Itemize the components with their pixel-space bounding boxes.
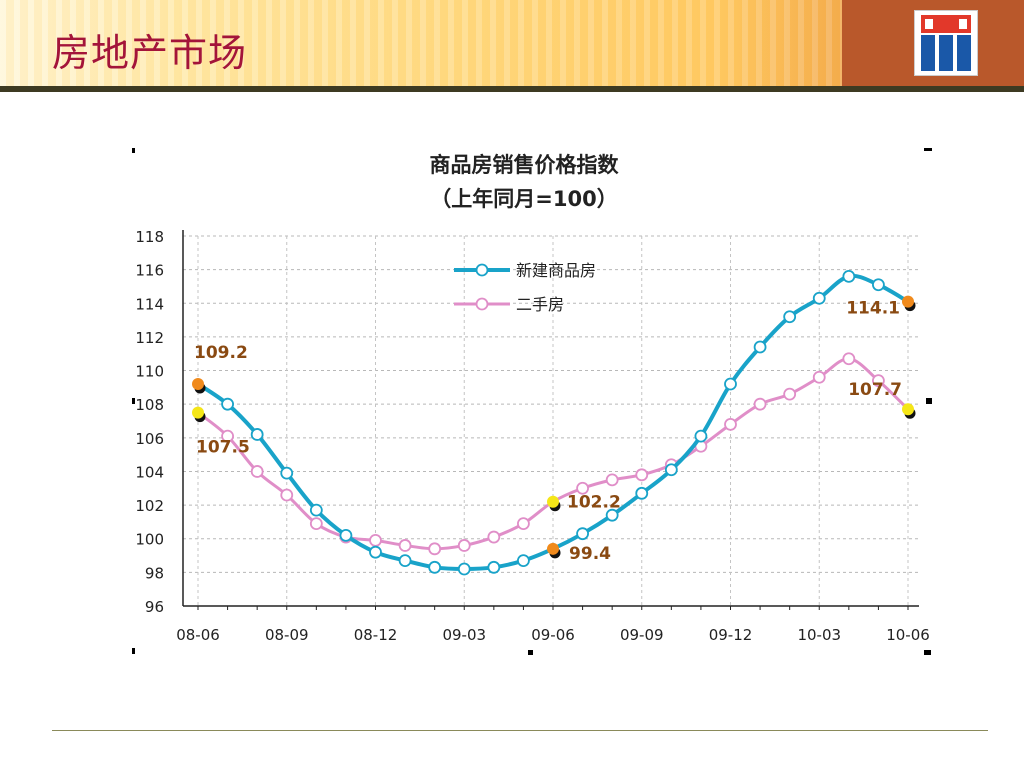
data-point bbox=[694, 429, 708, 443]
highlight-point bbox=[547, 542, 559, 555]
data-point bbox=[428, 542, 442, 556]
data-point bbox=[842, 269, 856, 283]
highlight-point bbox=[192, 378, 204, 390]
data-point bbox=[664, 463, 678, 477]
data-point bbox=[576, 481, 589, 495]
data-point bbox=[724, 377, 737, 391]
chart-subtitle: （上年同月=100） bbox=[430, 187, 617, 211]
x-tick-label: 08-12 bbox=[354, 626, 398, 644]
data-point bbox=[605, 508, 619, 522]
slide-title: 房地产市场 bbox=[52, 31, 248, 75]
data-label: 99.4 bbox=[569, 544, 611, 564]
data-point bbox=[487, 560, 501, 574]
data-point bbox=[783, 310, 797, 324]
legend-label: 二手房 bbox=[516, 295, 564, 314]
header-divider bbox=[0, 86, 1024, 92]
data-point bbox=[842, 352, 856, 366]
data-point bbox=[783, 387, 797, 401]
x-tick-label: 10-06 bbox=[886, 626, 930, 644]
selection-handle bbox=[926, 398, 932, 404]
data-point bbox=[635, 468, 649, 482]
gridlines bbox=[183, 235, 919, 606]
data-label: 102.2 bbox=[567, 493, 621, 513]
data-point bbox=[872, 374, 885, 388]
x-tick-label: 09-03 bbox=[442, 626, 486, 644]
selection-handle bbox=[528, 650, 533, 655]
data-point bbox=[428, 560, 442, 574]
highlight-point bbox=[902, 403, 914, 416]
highlight-point bbox=[192, 406, 204, 419]
data-point bbox=[309, 517, 323, 530]
x-tick-label: 09-09 bbox=[620, 626, 664, 644]
price-index-chart: 商品房销售价格指数 （上年同月=100） 96 98 100 102 104 106 108… bbox=[132, 146, 932, 656]
selection-handle bbox=[132, 148, 135, 153]
data-point bbox=[369, 534, 382, 547]
data-point bbox=[517, 554, 530, 567]
highlight-point bbox=[902, 295, 914, 308]
data-point bbox=[724, 417, 737, 431]
data-label: 107.5 bbox=[196, 438, 250, 458]
selection-handle bbox=[924, 148, 932, 151]
footer-divider bbox=[52, 730, 988, 731]
data-point bbox=[221, 397, 234, 411]
y-tick-label: 114 bbox=[135, 295, 164, 313]
data-point bbox=[309, 503, 323, 517]
data-point bbox=[487, 530, 501, 544]
legend-swatch-marker bbox=[475, 297, 489, 311]
data-point bbox=[457, 562, 471, 576]
selection-handle bbox=[924, 650, 931, 655]
x-tick-label: 09-06 bbox=[531, 626, 575, 644]
x-tick-label: 08-06 bbox=[176, 626, 220, 644]
data-point bbox=[872, 278, 885, 292]
legend-label: 新建商品房 bbox=[516, 261, 596, 280]
data-point bbox=[398, 554, 412, 567]
data-point bbox=[280, 488, 294, 502]
data-point bbox=[812, 291, 826, 305]
highlight-point bbox=[547, 495, 559, 508]
selection-handle bbox=[132, 648, 135, 654]
data-point bbox=[753, 397, 767, 411]
chart-title: 商品房销售价格指数 bbox=[430, 153, 620, 177]
y-tick-label: 106 bbox=[135, 430, 164, 448]
x-tick-label: 08-09 bbox=[265, 626, 309, 644]
x-tick-label: 09-12 bbox=[709, 626, 753, 644]
data-point bbox=[812, 370, 826, 384]
y-tick-label: 118 bbox=[135, 228, 164, 246]
y-tick-label: 112 bbox=[135, 329, 164, 347]
y-tick-label: 102 bbox=[135, 497, 164, 515]
data-label: 114.1 bbox=[846, 299, 900, 319]
data-point bbox=[517, 517, 530, 530]
data-point bbox=[753, 340, 767, 354]
axes: 96 98 100 102 104 106 108 110 112 114 116 118 08-06 0… bbox=[135, 228, 929, 644]
legend-swatch-marker bbox=[475, 263, 489, 277]
data-point bbox=[369, 545, 382, 559]
y-tick-label: 116 bbox=[135, 262, 164, 280]
header-decoration bbox=[0, 0, 842, 86]
y-tick-label: 108 bbox=[135, 396, 164, 414]
data-point bbox=[250, 428, 264, 441]
y-tick-label: 104 bbox=[135, 463, 164, 481]
y-tick-label: 110 bbox=[135, 363, 164, 381]
x-tick-label: 10-03 bbox=[797, 626, 841, 644]
y-tick-label: 96 bbox=[145, 598, 164, 616]
chart-svg: 商品房销售价格指数 （上年同月=100） 96 98 100 102 104 106 108… bbox=[135, 153, 929, 644]
data-point bbox=[339, 528, 353, 542]
data-point bbox=[398, 539, 412, 552]
y-tick-label: 100 bbox=[135, 531, 164, 549]
selection-handle bbox=[132, 398, 135, 404]
data-point bbox=[635, 486, 649, 500]
data-point bbox=[457, 539, 471, 552]
data-labels: 109.2 99.4 114.1 107.5 102.2 107.7 bbox=[192, 295, 916, 564]
data-point bbox=[576, 527, 589, 541]
data-label: 109.2 bbox=[194, 343, 248, 363]
y-tick-label: 98 bbox=[145, 564, 164, 582]
data-point bbox=[280, 466, 294, 480]
data-point bbox=[221, 429, 234, 443]
data-point bbox=[250, 465, 264, 478]
data-point bbox=[605, 473, 619, 487]
data-label: 107.7 bbox=[848, 380, 902, 400]
company-logo bbox=[914, 10, 978, 76]
